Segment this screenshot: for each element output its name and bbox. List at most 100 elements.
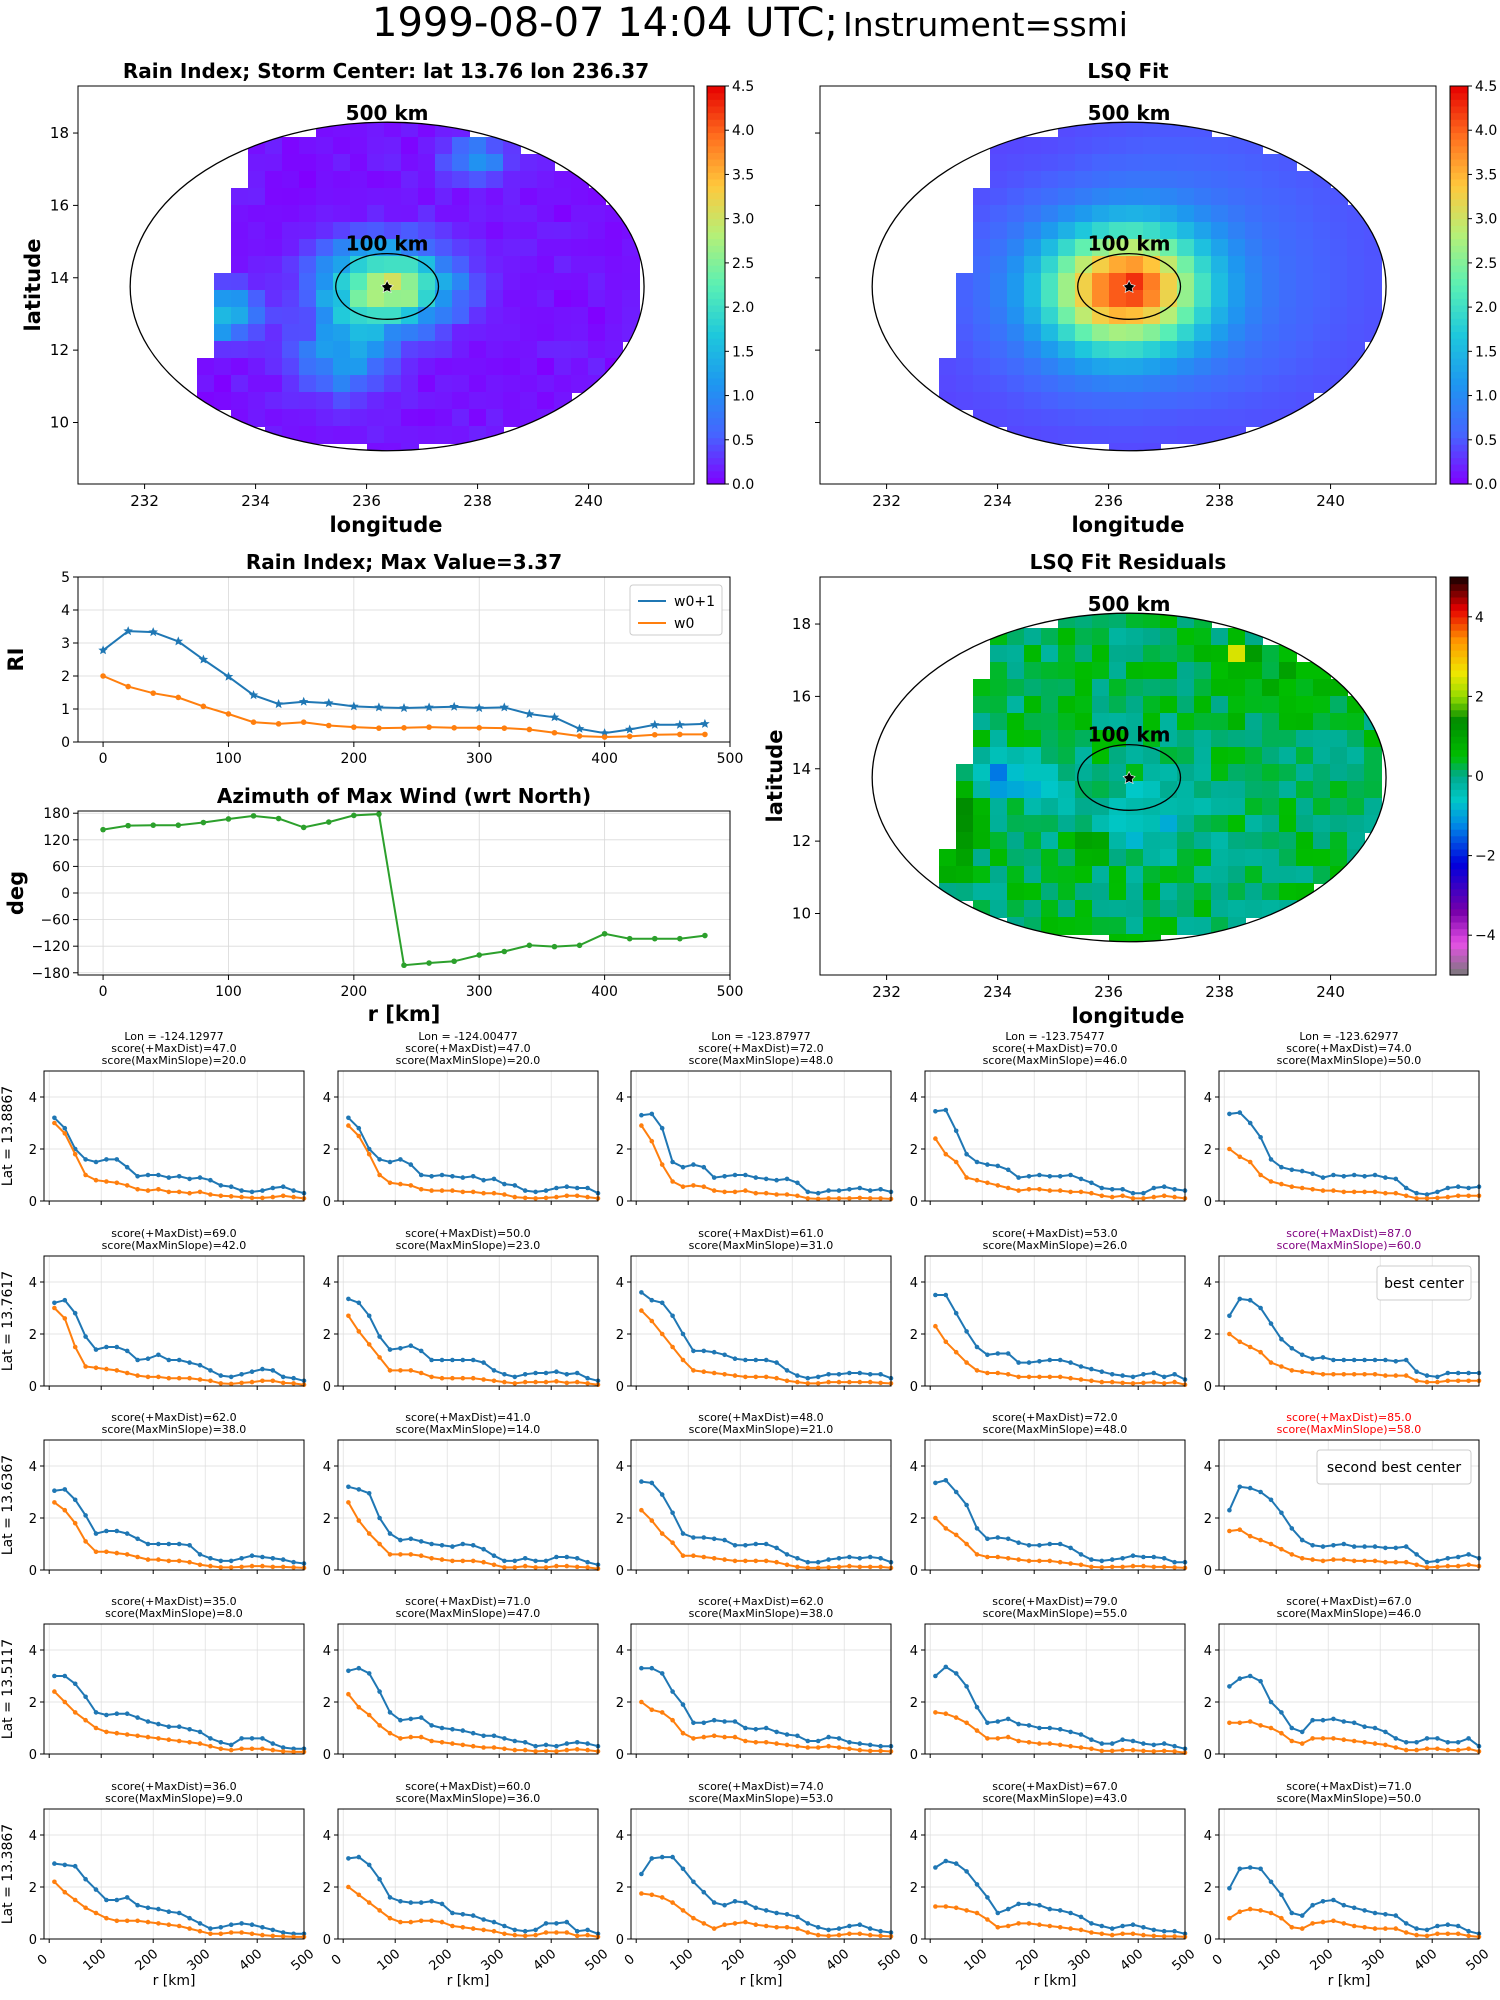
map-cell [231,222,249,240]
map-cell [1245,358,1263,376]
map-cell [333,256,351,274]
map-cell [1228,222,1246,240]
map-cell [537,273,555,291]
data-point [426,724,432,730]
map-cell [1143,662,1161,680]
map-cell [1313,713,1331,731]
map-cell [333,137,351,155]
map-cell [1313,375,1331,393]
ring-500km [871,121,1387,452]
map-cell [1024,171,1042,189]
map-cell [452,205,470,223]
map-cell [1041,849,1059,867]
data-point [187,1360,192,1365]
map-cell [1024,815,1042,833]
data-point [491,1745,497,1750]
data-point [554,1563,559,1569]
data-point [691,1553,696,1558]
map-cell [1109,273,1127,291]
map-cell [1109,205,1127,223]
data-point [460,1541,466,1547]
map-cell [1007,662,1025,680]
data-point [491,1553,497,1558]
map-cell [1313,764,1331,782]
data-point [753,1541,759,1547]
storm-center-marker [380,279,394,294]
colorbar-swatch [1450,689,1468,697]
x-tick-label: 300 [772,1947,801,1974]
map-cell [990,662,1008,680]
data-point [1466,1736,1471,1741]
map-cell [1262,154,1280,172]
map-cell [1075,324,1093,342]
data-point [974,1882,980,1887]
series-line-0 [348,1485,599,1566]
data-point [1341,1372,1347,1377]
data-point [387,1710,393,1715]
map-cell [299,392,317,410]
data-point [677,935,683,942]
colorbar-swatch [1450,311,1468,319]
data-point [1016,1360,1021,1365]
data-point [1466,1370,1471,1376]
map-cell [1211,730,1229,748]
data-point [218,1381,224,1386]
data-point [481,1360,486,1365]
colorbar-tick-label: 0.0 [732,477,754,493]
series-line-0 [641,1112,892,1195]
data-point [795,1914,800,1920]
y-tick-label: 0 [1204,1748,1212,1763]
rain-index-map-cells [197,122,640,451]
map-cell [1279,679,1297,697]
data-point [774,1545,779,1551]
data-point [135,1902,140,1908]
colorbar-swatch [707,139,725,147]
data-point [857,1556,863,1561]
map-cell [1279,883,1297,901]
map-cell [571,324,589,342]
data-point [291,1381,296,1386]
map-cell [299,358,317,376]
map-cell [384,171,402,189]
data-point [639,1112,644,1118]
data-point [450,1910,455,1916]
map-cell [1330,866,1348,884]
map-cell [1075,222,1093,240]
data-point [1299,1537,1305,1543]
map-cell [939,849,957,867]
data-point [732,1189,738,1195]
map-cell [1245,832,1263,850]
map-cell [973,866,991,884]
map-cell [1041,662,1059,680]
data-point [522,1556,528,1561]
x-tick-label: 232 [872,492,901,510]
data-point [670,1313,675,1319]
axes-frame [43,1623,305,1755]
data-point [1068,1545,1073,1551]
map-cell [384,443,402,451]
map-cell [1177,628,1195,646]
map-cell [1143,815,1161,833]
row-lat-label: Lat = 13.8867 [0,1086,16,1186]
map-cell [1109,917,1127,935]
data-point [291,1934,296,1940]
x-tick-label: 500 [876,1947,905,1974]
map-cell [1228,883,1246,901]
data-point [1279,1710,1284,1715]
data-point [670,1689,675,1694]
map-cell [1177,798,1195,816]
map-cell [1092,122,1110,138]
score-maxdist: score(+MaxDist)=62.0 [698,1595,823,1608]
data-point [639,1290,644,1295]
map-cell [1194,239,1212,257]
data-point [470,1743,476,1749]
map-cell [1041,883,1059,901]
data-point [398,1736,403,1741]
data-point [408,1919,414,1925]
map-cell [1058,713,1076,731]
map-cell [1024,137,1042,155]
map-cell [1177,358,1195,376]
data-point [52,1115,57,1121]
data-point [943,1339,949,1345]
score-minmaxslope: score(MaxMinSlope)=58.0 [1277,1423,1422,1436]
